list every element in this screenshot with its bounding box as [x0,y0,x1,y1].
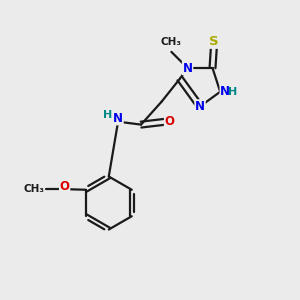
Text: N: N [195,100,205,113]
Text: O: O [165,115,175,128]
Text: H: H [228,87,237,97]
Text: H: H [103,110,112,120]
Text: S: S [209,35,219,48]
Text: CH₃: CH₃ [161,38,182,47]
Text: O: O [60,180,70,193]
Text: N: N [183,61,193,75]
Text: CH₃: CH₃ [23,184,44,194]
Text: N: N [113,112,123,124]
Text: N: N [220,85,230,98]
